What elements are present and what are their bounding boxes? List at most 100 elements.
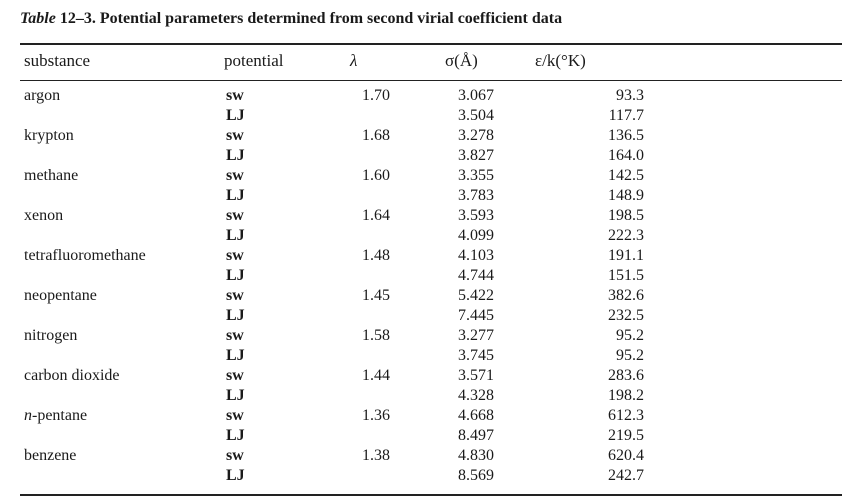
sigma-cell: 3.783 [458,187,494,204]
table-row: LJ 3.827 164.0 [20,146,644,166]
potential-cell: sw [226,407,244,424]
potential-cell: sw [226,127,244,144]
substance-cell: krypton [20,126,226,146]
epsilon-cell: 117.7 [608,107,644,124]
table-row: nitrogen sw 1.58 3.277 95.2 [20,326,644,346]
sigma-cell: 3.571 [458,367,494,384]
substance-cell [20,306,226,326]
sigma-cell: 4.099 [458,227,494,244]
potential-cell: sw [226,167,244,184]
table-row: methane sw 1.60 3.355 142.5 [20,166,644,186]
epsilon-cell: 283.6 [608,367,644,384]
lambda-cell: 1.36 [362,407,390,424]
header-lambda: λ [350,51,358,70]
epsilon-cell: 222.3 [608,227,644,244]
substance-cell: benzene [20,446,226,466]
potential-cell: LJ [226,187,245,204]
epsilon-cell: 232.5 [608,307,644,324]
substance-name: benzene [24,447,77,464]
lambda-cell [350,346,444,366]
header-potential: potential [224,51,284,70]
potential-cell: LJ [226,427,245,444]
substance-cell [20,106,226,126]
table-row: LJ 4.744 151.5 [20,266,644,286]
table-row: xenon sw 1.64 3.593 198.5 [20,206,644,226]
substance-cell: carbon dioxide [20,366,226,386]
sigma-cell: 5.422 [458,287,494,304]
table-row: tetrafluoromethane sw 1.48 4.103 191.1 [20,246,644,266]
sigma-cell: 3.745 [458,347,494,364]
table-row: LJ 4.328 198.2 [20,386,644,406]
sigma-cell: 3.278 [458,127,494,144]
substance-name: neopentane [24,287,97,304]
lambda-cell: 1.44 [362,367,390,384]
sigma-cell: 4.744 [458,267,494,284]
epsilon-cell: 148.9 [608,187,644,204]
caption-text: Potential parameters determined from sec… [99,10,563,27]
potential-cell: LJ [226,347,245,364]
substance-name: -pentane [32,407,88,424]
substance-name: nitrogen [24,327,78,344]
sigma-cell: 4.328 [458,387,494,404]
potential-cell: LJ [226,387,245,404]
sigma-cell: 4.830 [458,447,494,464]
table-row: LJ 4.099 222.3 [20,226,644,246]
lambda-cell [350,266,444,286]
table-row: krypton sw 1.68 3.278 136.5 [20,126,644,146]
lambda-cell [350,106,444,126]
potential-cell: sw [226,287,244,304]
sigma-cell: 3.504 [458,107,494,124]
epsilon-cell: 219.5 [608,427,644,444]
sigma-cell: 3.593 [458,207,494,224]
header-epsilon: ε/k(°K) [535,51,586,70]
potential-cell: LJ [226,227,245,244]
epsilon-cell: 164.0 [608,147,644,164]
lambda-cell [350,146,444,166]
table-row: argon sw 1.70 3.067 93.3 [20,86,644,106]
potential-cell: sw [226,87,244,104]
sigma-cell: 8.569 [458,467,494,484]
substance-cell [20,186,226,206]
substance-cell [20,386,226,406]
table-caption: Table 12–3. Potential parameters determi… [20,10,850,28]
potential-cell: sw [226,247,244,264]
substance-name: methane [24,167,79,184]
table-row: LJ 7.445 232.5 [20,306,644,326]
potential-cell: LJ [226,267,245,284]
table-row: LJ 8.497 219.5 [20,426,644,446]
substance-name: argon [24,87,61,104]
epsilon-cell: 142.5 [608,167,644,184]
table-row: LJ 8.569 242.7 [20,466,644,486]
substance-prefix: n [24,407,32,424]
substance-cell [20,466,226,486]
lambda-cell [350,386,444,406]
sigma-cell: 4.103 [458,247,494,264]
table-row: LJ 3.504 117.7 [20,106,644,126]
header-rule [20,80,842,81]
epsilon-cell: 136.5 [608,127,644,144]
epsilon-cell: 198.2 [608,387,644,404]
lambda-cell: 1.68 [362,127,390,144]
substance-cell: argon [20,86,226,106]
lambda-cell: 1.70 [362,87,390,104]
sigma-cell: 8.497 [458,427,494,444]
table-row: neopentane sw 1.45 5.422 382.6 [20,286,644,306]
sigma-cell: 3.067 [458,87,494,104]
header-sigma: σ(Å) [445,51,478,70]
caption-label: Table [20,10,56,27]
table-row: LJ 3.783 148.9 [20,186,644,206]
potential-cell: LJ [226,307,245,324]
substance-cell: tetrafluoromethane [20,246,226,266]
header-substance: substance [24,51,91,70]
epsilon-cell: 382.6 [608,287,644,304]
sigma-cell: 3.827 [458,147,494,164]
substance-cell: neopentane [20,286,226,306]
lambda-cell: 1.64 [362,207,390,224]
lambda-cell [350,426,444,446]
substance-cell [20,426,226,446]
parameter-table: argon sw 1.70 3.067 93.3 LJ 3.504 117.7 krypton s… [20,86,644,486]
sigma-cell: 7.445 [458,307,494,324]
epsilon-cell: 198.5 [608,207,644,224]
potential-cell: LJ [226,107,245,124]
epsilon-cell: 612.3 [608,407,644,424]
